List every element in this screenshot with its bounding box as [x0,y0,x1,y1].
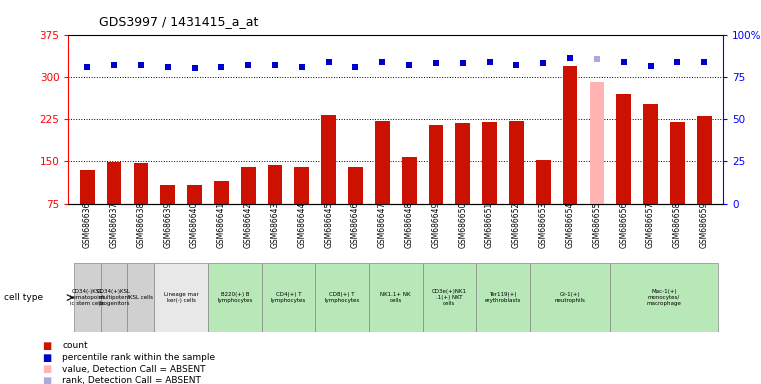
Text: ■: ■ [42,353,51,363]
Text: rank, Detection Call = ABSENT: rank, Detection Call = ABSENT [62,376,201,384]
Text: GSM686658: GSM686658 [673,202,682,248]
Bar [268,165,282,246]
Bar [616,94,631,246]
Bar [428,125,444,246]
Text: CD34(+)KSL
multipotent
progenitors: CD34(+)KSL multipotent progenitors [97,289,131,306]
Bar [321,115,336,246]
Text: GSM686645: GSM686645 [324,202,333,248]
Text: Gr-1(+)
neutrophils: Gr-1(+) neutrophils [555,292,585,303]
Bar [133,163,148,246]
Bar [240,167,256,246]
Text: NK1.1+ NK
cells: NK1.1+ NK cells [380,292,411,303]
Text: GSM686636: GSM686636 [83,202,92,248]
Text: ■: ■ [42,376,51,384]
Text: GSM686640: GSM686640 [190,202,199,248]
Text: Mac-1(+)
monocytes/
macrophage: Mac-1(+) monocytes/ macrophage [647,289,681,306]
Text: GSM686650: GSM686650 [458,202,467,248]
Bar [590,83,604,246]
Text: GSM686656: GSM686656 [619,202,629,248]
FancyBboxPatch shape [315,263,369,332]
FancyBboxPatch shape [100,263,128,332]
Text: GSM686647: GSM686647 [377,202,387,248]
Bar [187,185,202,246]
Text: GSM686659: GSM686659 [699,202,708,248]
Text: GSM686653: GSM686653 [539,202,548,248]
Bar [402,157,416,246]
Bar [107,162,122,246]
Bar [161,185,175,246]
Text: GDS3997 / 1431415_a_at: GDS3997 / 1431415_a_at [99,15,258,28]
Bar [455,123,470,246]
Text: cell type: cell type [4,293,43,302]
FancyBboxPatch shape [530,263,610,332]
FancyBboxPatch shape [610,263,718,332]
Text: GSM686657: GSM686657 [646,202,655,248]
Text: CD3e(+)NK1
.1(+) NKT
cells: CD3e(+)NK1 .1(+) NKT cells [431,289,466,306]
Bar [482,122,497,246]
Text: GSM686654: GSM686654 [565,202,575,248]
Text: GSM686648: GSM686648 [405,202,414,248]
Bar [562,66,578,246]
Bar [697,116,712,246]
Bar [214,181,229,246]
Bar [536,160,551,246]
Bar [348,167,363,246]
FancyBboxPatch shape [208,263,262,332]
Bar [670,122,685,246]
FancyBboxPatch shape [369,263,422,332]
Bar [375,121,390,246]
Text: GSM686641: GSM686641 [217,202,226,248]
Text: ■: ■ [42,341,51,351]
FancyBboxPatch shape [262,263,315,332]
Text: GSM686651: GSM686651 [485,202,494,248]
Text: CD8(+) T
lymphocytes: CD8(+) T lymphocytes [324,292,360,303]
FancyBboxPatch shape [154,263,208,332]
Text: GSM686652: GSM686652 [512,202,521,248]
Text: GSM686643: GSM686643 [270,202,279,248]
Text: GSM686646: GSM686646 [351,202,360,248]
Text: GSM686644: GSM686644 [298,202,307,248]
Text: GSM686655: GSM686655 [592,202,601,248]
Text: B220(+) B
lymphocytes: B220(+) B lymphocytes [217,292,253,303]
FancyBboxPatch shape [422,263,476,332]
FancyBboxPatch shape [476,263,530,332]
Text: CD34(-)KSL
hematopoiet
ic stem cells: CD34(-)KSL hematopoiet ic stem cells [70,289,105,306]
Text: GSM686642: GSM686642 [244,202,253,248]
Text: Ter119(+)
erythroblasts: Ter119(+) erythroblasts [485,292,521,303]
Text: GSM686637: GSM686637 [110,202,119,248]
Text: count: count [62,341,88,350]
Text: GSM686639: GSM686639 [163,202,172,248]
Bar [509,121,524,246]
Text: value, Detection Call = ABSENT: value, Detection Call = ABSENT [62,365,206,374]
Text: GSM686638: GSM686638 [136,202,145,248]
Text: percentile rank within the sample: percentile rank within the sample [62,353,215,362]
FancyBboxPatch shape [74,263,100,332]
Bar [80,170,94,246]
Bar [295,167,309,246]
Text: GSM686649: GSM686649 [431,202,441,248]
Text: CD4(+) T
lymphocytes: CD4(+) T lymphocytes [271,292,306,303]
Text: KSL cells: KSL cells [129,295,153,300]
Bar [643,104,658,246]
FancyBboxPatch shape [128,263,154,332]
Text: Lineage mar
ker(-) cells: Lineage mar ker(-) cells [164,292,199,303]
Text: ■: ■ [42,364,51,374]
